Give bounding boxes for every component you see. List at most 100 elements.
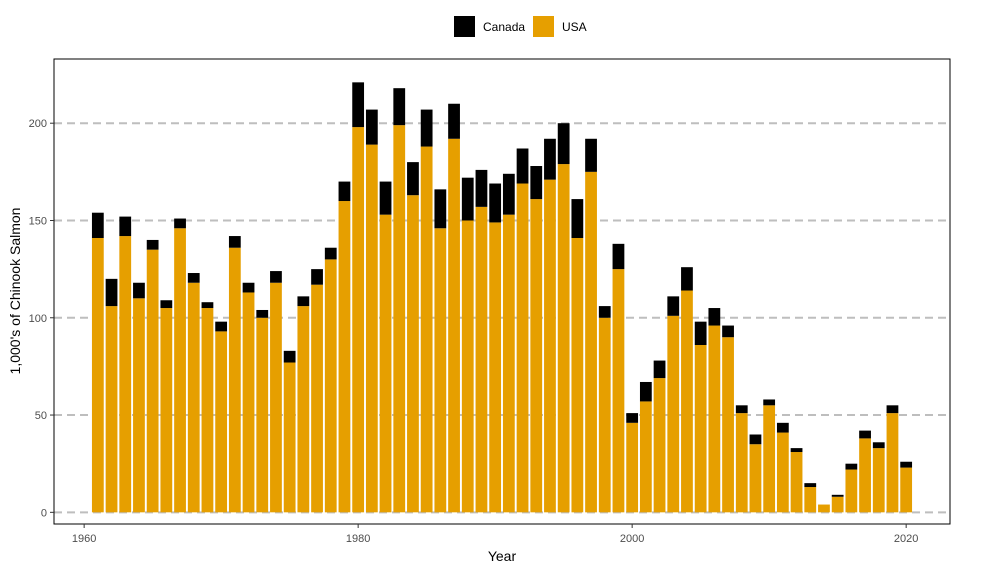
bar-usa-1962 — [105, 306, 118, 513]
bar-usa-1981 — [365, 144, 378, 513]
bar-usa-2016 — [845, 469, 858, 513]
bar-usa-1974 — [270, 282, 282, 513]
bar-usa-2018 — [872, 448, 885, 513]
bar-usa-1968 — [187, 282, 200, 513]
bar-usa-2017 — [859, 438, 871, 513]
bar-canada-2015 — [831, 494, 844, 497]
bar-canada-1966 — [160, 300, 173, 309]
bar-usa-2006 — [708, 325, 721, 513]
bar-canada-2003 — [667, 296, 680, 316]
bar-usa-1993 — [530, 199, 543, 513]
bar-usa-1994 — [544, 179, 556, 513]
y-tick-label-50: 50 — [35, 410, 47, 422]
bar-canada-1964 — [133, 282, 145, 299]
bar-usa-1980 — [352, 127, 365, 513]
bar-canada-2012 — [790, 448, 803, 453]
bar-usa-1964 — [133, 298, 145, 513]
bar-usa-1961 — [91, 237, 104, 513]
bar-usa-1991 — [502, 214, 515, 513]
plot-border — [53, 58, 951, 525]
bar-usa-1967 — [174, 228, 186, 513]
bar-canada-2018 — [872, 442, 885, 449]
bar-canada-1990 — [489, 183, 502, 223]
bar-usa-1992 — [516, 183, 529, 513]
bar-usa-1999 — [612, 269, 625, 513]
bar-canada-1976 — [297, 296, 310, 307]
bar-canada-1978 — [324, 247, 337, 260]
bar-usa-2003 — [667, 315, 680, 513]
bar-usa-1997 — [585, 171, 597, 513]
y-axis-title: 1,000's of Chinook Salmon — [7, 208, 23, 375]
bar-usa-2007 — [722, 337, 734, 513]
bar-usa-1965 — [146, 249, 159, 513]
bar-canada-1970 — [215, 321, 228, 332]
bar-usa-1988 — [461, 220, 474, 513]
bar-usa-1975 — [283, 362, 296, 513]
bar-usa-1987 — [448, 138, 460, 513]
bar-usa-1984 — [407, 195, 419, 513]
bar-canada-2016 — [845, 463, 858, 470]
bar-canada-1977 — [311, 269, 323, 285]
bar-canada-1985 — [420, 109, 433, 147]
bar-usa-1995 — [557, 164, 570, 513]
bar-usa-1978 — [324, 259, 337, 513]
y-tick-label-100: 100 — [29, 313, 47, 325]
bar-canada-2002 — [653, 360, 666, 379]
bar-canada-2004 — [681, 267, 693, 291]
bar-canada-1992 — [516, 148, 529, 184]
y-tick-label-0: 0 — [41, 507, 47, 519]
bar-canada-1963 — [119, 216, 132, 237]
bar-usa-1970 — [215, 331, 228, 513]
bar-usa-1986 — [434, 228, 447, 513]
bar-canada-1991 — [502, 173, 515, 215]
legend-swatch-usa — [533, 16, 554, 37]
bar-canada-1981 — [365, 109, 378, 145]
bar-canada-1975 — [283, 350, 296, 363]
bar-canada-1974 — [270, 271, 282, 283]
bar-usa-2008 — [735, 413, 748, 513]
bar-usa-1971 — [228, 247, 241, 513]
bar-usa-2013 — [804, 487, 817, 513]
bar-usa-1979 — [338, 201, 351, 513]
legend-label-usa: USA — [562, 20, 587, 34]
bar-usa-2015 — [831, 496, 844, 513]
bar-usa-1985 — [420, 146, 433, 513]
bar-usa-1973 — [256, 317, 269, 513]
legend-label-canada: Canada — [483, 20, 525, 34]
bar-canada-1998 — [598, 306, 611, 318]
bar-canada-1984 — [407, 162, 419, 196]
bar-canada-2006 — [708, 308, 721, 326]
bar-usa-1982 — [379, 214, 392, 513]
bar-canada-2019 — [886, 405, 899, 414]
bar-canada-1961 — [91, 212, 104, 238]
bar-usa-1977 — [311, 284, 323, 513]
bar-canada-1989 — [475, 169, 488, 207]
bar-usa-1996 — [571, 237, 584, 513]
x-axis: 1960 1980 2000 2020 — [72, 524, 918, 545]
bar-canada-2007 — [722, 325, 734, 338]
bar-usa-1966 — [160, 308, 173, 513]
bar-canada-2017 — [859, 430, 871, 439]
bar-canada-1999 — [612, 243, 625, 270]
bar-usa-2010 — [763, 405, 776, 513]
bar-canada-2013 — [804, 483, 817, 488]
bar-canada-2009 — [749, 434, 762, 445]
bar-usa-2020 — [900, 467, 913, 513]
bars — [91, 82, 913, 513]
bar-usa-1989 — [475, 206, 488, 513]
bar-canada-2008 — [735, 405, 748, 414]
bar-canada-1979 — [338, 181, 351, 202]
bar-usa-1998 — [598, 317, 611, 513]
bar-canada-1967 — [174, 218, 186, 229]
bar-usa-1972 — [242, 292, 255, 513]
bar-canada-2005 — [694, 321, 707, 346]
bar-usa-1990 — [489, 222, 502, 513]
bar-canada-1987 — [448, 103, 460, 139]
bar-canada-1962 — [105, 278, 118, 307]
y-tick-label-200: 200 — [29, 118, 47, 130]
legend: Canada USA — [454, 16, 587, 37]
bar-usa-1969 — [201, 308, 214, 513]
bar-canada-1997 — [585, 138, 597, 172]
bar-usa-1983 — [393, 125, 406, 513]
